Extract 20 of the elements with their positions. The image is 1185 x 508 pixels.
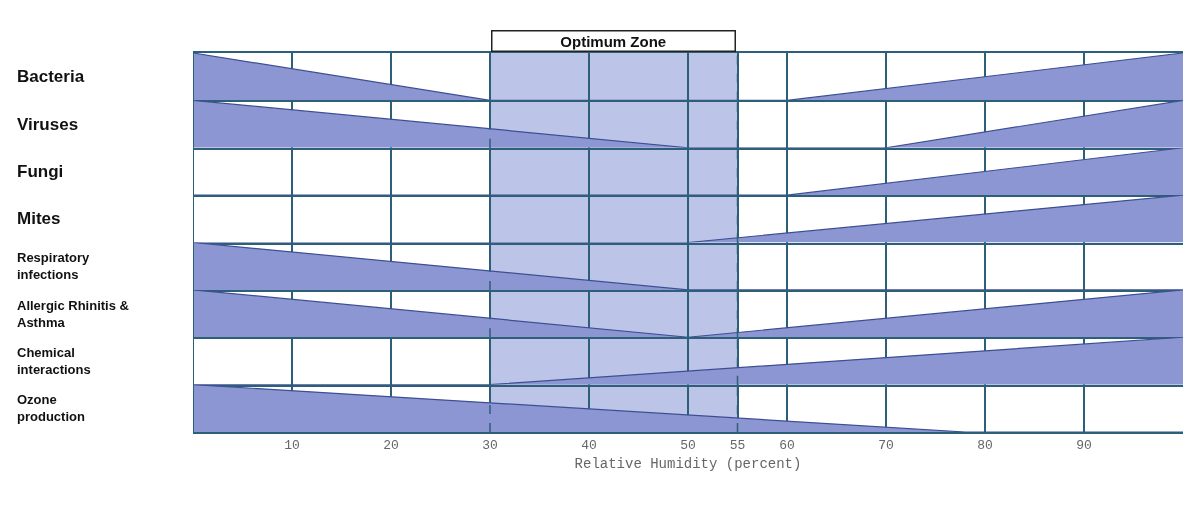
y-axis-title: Respiratory infections xyxy=(17,250,91,282)
x-tick-label: 60 xyxy=(779,438,795,454)
band-label: Optimum Zone xyxy=(560,32,667,50)
x-tick-label: 70 xyxy=(878,438,894,454)
x-tick-label: 10 xyxy=(284,438,300,454)
x-tick-label: 20 xyxy=(383,438,399,454)
x-tick-label: 90 xyxy=(1076,438,1092,454)
y-axis-title: Ozone production xyxy=(17,392,85,424)
x-axis-title: Relative Humidity (percent) xyxy=(574,456,802,473)
x-tick-label: 40 xyxy=(581,438,597,454)
x-tick-label: 50 xyxy=(680,438,696,454)
y-axis-title: Mites xyxy=(17,209,61,228)
x-tick-label: 30 xyxy=(482,438,498,454)
x-tick-label: 80 xyxy=(977,438,993,454)
y-axis-title: Allergic Rhinitis & Asthma xyxy=(17,298,129,330)
y-axis-title: Chemical interactions xyxy=(17,345,91,377)
y-axis-title: Fungi xyxy=(17,162,64,181)
y-axis-title: Bacteria xyxy=(17,67,85,86)
y-axis-title: Viruses xyxy=(17,115,79,134)
x-tick-label: 55 xyxy=(729,438,746,454)
